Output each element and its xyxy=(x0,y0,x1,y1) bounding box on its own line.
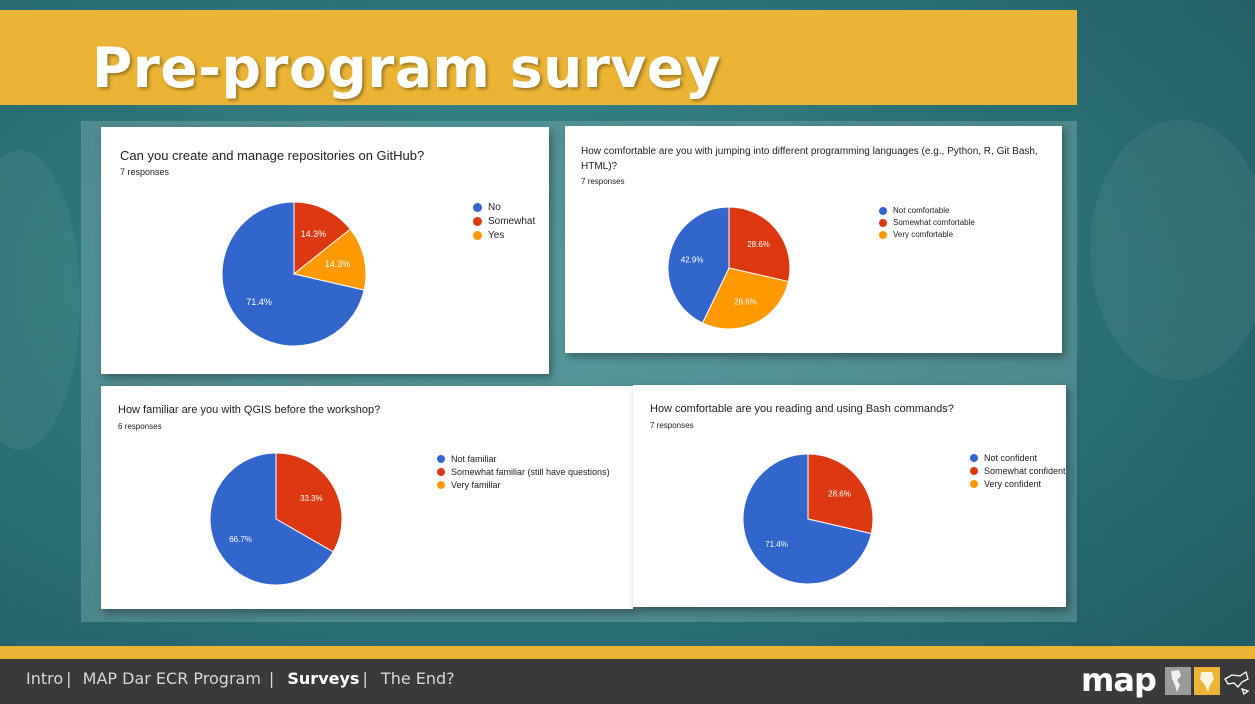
legend-item: No xyxy=(473,202,535,213)
survey-card-bash: How comfortable are you reading and usin… xyxy=(633,385,1066,607)
legend-label: No xyxy=(488,202,501,213)
title-bar: Pre-program survey xyxy=(0,10,1077,105)
legend-item: Somewhat familiar (still have questions) xyxy=(437,467,610,477)
nav-intro[interactable]: Intro xyxy=(26,669,64,688)
legend-item: Very familiar xyxy=(437,480,610,490)
asia-map-icon xyxy=(1222,667,1252,696)
pie-slice-orange xyxy=(292,228,367,291)
legend-dot-icon xyxy=(970,480,978,488)
nav-separator: | xyxy=(66,669,72,688)
chart-legend: Not familiar Somewhat familiar (still ha… xyxy=(437,454,610,493)
legend-label: Not comfortable xyxy=(893,206,950,215)
legend-label: Somewhat familiar (still have questions) xyxy=(451,467,610,477)
legend-item: Very confident xyxy=(970,479,1066,489)
question-text: How comfortable are you reading and usin… xyxy=(650,403,954,415)
question-text: Can you create and manage repositories o… xyxy=(120,148,425,163)
pie-slice-red xyxy=(275,452,343,553)
survey-card-github: Can you create and manage repositories o… xyxy=(101,127,549,374)
slice-label: 66.7% xyxy=(229,535,252,544)
legend-dot-icon xyxy=(879,218,887,227)
footer-nav: Intro | MAP Dar ECR Program | Surveys | The… xyxy=(26,669,455,688)
legend-item: Very comfortable xyxy=(879,230,975,239)
response-count: 7 responses xyxy=(581,177,625,186)
pie-slice-red xyxy=(728,206,791,283)
response-count: 7 responses xyxy=(650,421,694,430)
slice-label: 14.3% xyxy=(301,229,327,239)
response-count: 6 responses xyxy=(118,422,162,431)
nav-map-dar-ecr-program[interactable]: MAP Dar ECR Program xyxy=(82,669,261,688)
legend-label: Very familiar xyxy=(451,480,501,490)
pie-slice-red xyxy=(293,201,352,276)
legend-dot-icon xyxy=(437,468,445,476)
slice-label: 28.6% xyxy=(734,298,757,307)
survey-card-qgis: How familiar are you with QGIS before th… xyxy=(101,386,633,609)
pie-slice-blue xyxy=(221,201,365,347)
legend-label: Somewhat xyxy=(488,216,536,227)
legend-label: Yes xyxy=(488,230,505,241)
legend-dot-icon xyxy=(970,454,978,462)
nav-separator: | xyxy=(268,669,275,688)
legend-item: Not familiar xyxy=(437,454,610,464)
slice-label: 14.3% xyxy=(325,259,351,269)
slice-label: 28.6% xyxy=(828,490,851,499)
pie-chart: 28.6% 28.6% 42.9% xyxy=(667,206,791,330)
question-text: How comfortable are you with jumping int… xyxy=(581,146,1038,172)
background-map-shape xyxy=(0,150,80,450)
question-text: How familiar are you with QGIS before th… xyxy=(118,404,381,416)
nav-surveys[interactable]: Surveys xyxy=(287,669,360,688)
americas-map-icon xyxy=(1165,667,1191,695)
pie-slice-blue xyxy=(742,453,872,585)
slice-label: 33.3% xyxy=(300,494,323,503)
pie-chart: 14.3% 14.3% 71.4% xyxy=(221,201,367,347)
legend-item: Not comfortable xyxy=(879,206,975,215)
chart-legend: Not confident Somewhat confident Very co… xyxy=(970,453,1066,492)
nav-separator: | xyxy=(362,669,368,688)
chart-legend: Not comfortable Somewhat comfortable Ver… xyxy=(879,206,975,242)
background-map-shape xyxy=(1090,120,1255,380)
legend-item: Not confident xyxy=(970,453,1066,463)
slice-label: 71.4% xyxy=(246,297,272,307)
legend-item: Somewhat confident xyxy=(970,466,1066,476)
nav-the-end[interactable]: The End? xyxy=(380,669,455,688)
map-logo: map xyxy=(1081,661,1157,699)
legend-dot-icon xyxy=(437,481,445,489)
legend-dot-icon xyxy=(473,231,482,240)
africa-map-icon xyxy=(1194,667,1220,695)
legend-dot-icon xyxy=(879,230,887,239)
legend-item: Yes xyxy=(473,230,535,241)
response-count: 7 responses xyxy=(120,167,170,177)
footer-stripe xyxy=(0,646,1255,659)
slice-label: 42.9% xyxy=(681,255,704,264)
legend-label: Very confident xyxy=(984,479,1042,489)
legend-label: Somewhat comfortable xyxy=(893,218,975,227)
pie-slice-red xyxy=(807,453,874,535)
legend-item: Somewhat xyxy=(473,216,535,227)
chart-legend: No Somewhat Yes xyxy=(473,202,535,244)
legend-label: Not familiar xyxy=(451,454,497,464)
pie-slice-orange xyxy=(701,267,790,330)
pie-slice-blue xyxy=(667,206,730,324)
slice-label: 71.4% xyxy=(765,540,788,549)
slice-label: 28.6% xyxy=(747,240,770,249)
legend-label: Not confident xyxy=(984,453,1038,463)
slide-title: Pre-program survey xyxy=(92,36,721,100)
pie-chart: 33.3% 66.7% xyxy=(209,452,343,586)
pie-chart: 28.6% 71.4% xyxy=(742,453,874,585)
footer-bar: Intro | MAP Dar ECR Program | Surveys | The… xyxy=(0,659,1255,704)
survey-card-languages: How comfortable are you with jumping int… xyxy=(565,126,1062,353)
pie-slice-blue xyxy=(209,452,334,586)
legend-dot-icon xyxy=(473,217,482,226)
legend-dot-icon xyxy=(473,203,482,212)
legend-dot-icon xyxy=(437,455,445,463)
legend-label: Somewhat confident xyxy=(984,466,1066,476)
legend-label: Very comfortable xyxy=(893,230,954,239)
legend-dot-icon xyxy=(970,467,978,475)
legend-dot-icon xyxy=(879,206,887,215)
legend-item: Somewhat comfortable xyxy=(879,218,975,227)
